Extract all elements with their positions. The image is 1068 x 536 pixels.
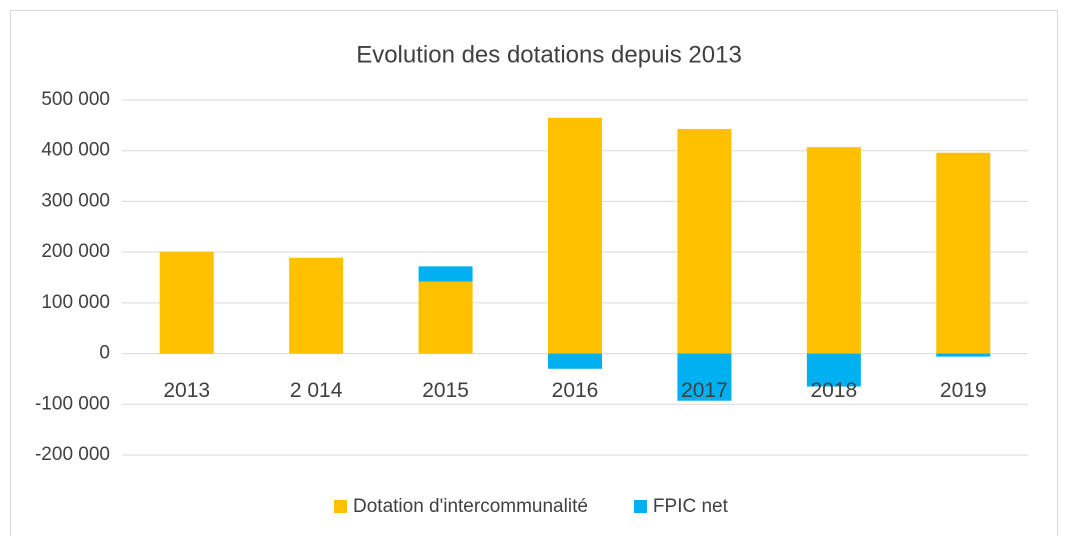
y-tick-label: 100 000 [41,292,110,313]
y-tick-label: 300 000 [41,190,110,211]
legend-swatch [633,500,647,513]
bar [806,353,861,387]
legend-label: FPIC net [653,496,729,517]
x-tick-label: 2015 [422,379,469,402]
bar [548,353,602,369]
y-tick-label: -200 000 [35,444,110,465]
y-tick-label: 0 [99,343,110,364]
x-tick-label: 2016 [552,379,599,402]
bar [159,251,214,354]
y-tick-label: -100 000 [35,393,110,414]
y-tick-label: 200 000 [41,241,110,262]
x-tick-label: 2013 [163,379,210,402]
bar [418,281,473,354]
legend-label: Dotation d'intercommunalité [353,496,588,517]
legend-swatch [334,500,347,513]
bar [677,128,732,354]
bar [418,266,473,282]
bar [289,257,344,354]
x-tick-label: 2019 [940,379,987,402]
bar [548,117,602,354]
x-tick-label: 2018 [810,379,857,402]
bar [936,353,991,357]
y-tick-label: 500 000 [41,89,110,110]
x-tick-label: 2017 [681,379,728,402]
x-tick-label: 2 014 [290,379,343,402]
chart-title: Evolution des dotations depuis 2013 [356,41,742,68]
bar [806,147,861,354]
y-tick-label: 400 000 [41,140,110,161]
bar [677,353,732,401]
bar [936,152,991,354]
